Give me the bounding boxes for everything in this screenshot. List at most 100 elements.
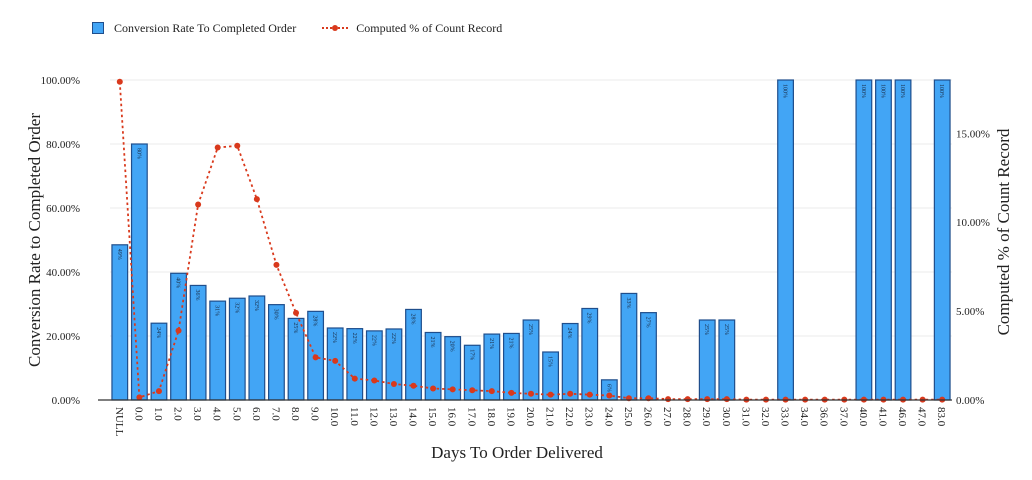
bar-value-label: 49% <box>116 249 122 260</box>
axes: 0.00%20.00%40.00%60.00%80.00%100.00%0.00… <box>41 75 990 437</box>
y-tick-label: 20.00% <box>46 331 80 343</box>
x-tick-label: 4.0 <box>211 407 223 421</box>
x-tick-label: 23.0 <box>583 407 595 427</box>
line-point <box>508 389 515 396</box>
x-tick-label: 34.0 <box>798 407 810 427</box>
bar-value-label: 30% <box>272 309 278 320</box>
line-point <box>723 396 730 403</box>
bar-value-label: 17% <box>468 349 474 360</box>
bar-value-label: 24% <box>566 328 572 339</box>
x-tick-label: 14.0 <box>407 407 419 427</box>
x-tick-label: NULL <box>113 407 125 437</box>
bar <box>894 79 912 401</box>
x-tick-label: 26.0 <box>641 407 653 427</box>
x-tick-label: 15.0 <box>426 407 438 427</box>
bar-value-label: 25% <box>723 324 729 335</box>
bar-value-label: 31% <box>214 305 220 316</box>
x-tick-label: 6.0 <box>250 407 262 421</box>
legend-line-swatch <box>322 22 349 34</box>
x-tick-label: 21.0 <box>544 407 556 427</box>
x-tick-label: 0.0 <box>132 407 144 421</box>
y-tick-label: 60.00% <box>46 203 80 215</box>
bar <box>228 297 246 401</box>
x-tick-label: 47.0 <box>916 407 928 427</box>
y-tick-label: 100.00% <box>41 75 80 87</box>
x-tick-label: 18.0 <box>485 407 497 427</box>
line-point <box>234 142 241 149</box>
x-tick-label: 83.0 <box>935 407 947 427</box>
x-tick-label: 31.0 <box>739 407 751 427</box>
bar-value-label: 40% <box>175 277 181 288</box>
bar-value-label: 36% <box>194 289 200 300</box>
y-axis-title: Conversion Rate to Completed Order <box>25 113 44 367</box>
x-tick-label: 24.0 <box>602 407 614 427</box>
line-point <box>430 385 437 392</box>
legend-item-bars[interactable]: Conversion Rate To Completed Order <box>92 21 296 36</box>
bar <box>933 79 951 401</box>
x-tick-label: 17.0 <box>465 407 477 427</box>
line-point <box>606 392 613 399</box>
bar-value-label: 15% <box>547 356 553 367</box>
line-point <box>488 388 495 395</box>
y2-tick-label: 10.00% <box>956 217 990 229</box>
bar-value-label: 22% <box>331 332 337 343</box>
line-point <box>665 396 672 403</box>
y2-tick-label: 15.00% <box>956 128 990 140</box>
line-point <box>547 391 554 398</box>
line-point <box>586 391 593 398</box>
bar-value-label: 21% <box>507 337 513 348</box>
x-tick-label: 11.0 <box>348 407 360 426</box>
legend-bar-label: Conversion Rate To Completed Order <box>114 20 297 35</box>
x-tick-label: 28.0 <box>681 407 693 427</box>
bar-value-label: 29% <box>586 312 592 323</box>
x-tick-label: 46.0 <box>896 407 908 427</box>
x-tick-label: 22.0 <box>563 407 575 427</box>
line-point <box>136 394 143 401</box>
bar-value-label: 100% <box>938 84 944 98</box>
legend-item-line[interactable]: Computed % of Count Record <box>322 21 502 36</box>
bar <box>170 272 187 401</box>
line-point <box>469 387 476 394</box>
x-tick-label: 8.0 <box>289 407 301 421</box>
bar-data-labels: 49% 80% 24% 40% 36% 31% 32% 32% 30% 25% 28% 22% 22% 2… <box>116 84 944 392</box>
line-point <box>371 377 378 384</box>
bar <box>620 292 638 401</box>
x-tick-label: 3.0 <box>191 407 203 421</box>
bar-value-label: 100% <box>899 84 905 98</box>
bar-value-label: 100% <box>879 84 885 98</box>
line-point <box>410 382 417 389</box>
bar <box>189 284 207 401</box>
line-point <box>528 390 534 397</box>
line-point <box>195 201 202 208</box>
bar-value-label: 32% <box>233 302 239 313</box>
bar-series <box>111 79 951 401</box>
bar-value-label: 25% <box>292 322 298 333</box>
x-tick-label: 32.0 <box>759 407 771 427</box>
x-tick-label: 13.0 <box>387 407 399 427</box>
bar-value-label: 100% <box>782 84 788 98</box>
x-tick-label: 7.0 <box>269 407 281 421</box>
bar-value-label: 22% <box>390 333 396 344</box>
x-tick-label: 29.0 <box>700 407 712 427</box>
bar-value-label: 28% <box>410 313 416 324</box>
x-tick-label: 1.0 <box>152 407 164 421</box>
line-point <box>273 261 280 268</box>
x-axis-title: Days To Order Delivered <box>431 443 603 462</box>
line-point <box>332 357 339 364</box>
bar-value-label: 22% <box>351 333 357 344</box>
x-tick-label: 25.0 <box>622 407 634 427</box>
y-tick-label: 80.00% <box>46 139 80 151</box>
line-point <box>214 144 221 151</box>
bar-value-label: 22% <box>370 335 376 346</box>
bar-value-label: 6% <box>605 384 611 392</box>
bar <box>855 79 873 401</box>
bar <box>130 143 148 401</box>
bar-value-label: 24% <box>155 327 161 338</box>
chart-legend: Conversion Rate To Completed Order Compu… <box>92 18 528 38</box>
x-tick-label: 10.0 <box>328 407 340 427</box>
line-point <box>312 354 319 361</box>
y2-axis-title: Computed % of Count Record <box>994 128 1013 335</box>
y-tick-label: 0.00% <box>52 395 80 407</box>
x-tick-label: 12.0 <box>367 407 379 427</box>
